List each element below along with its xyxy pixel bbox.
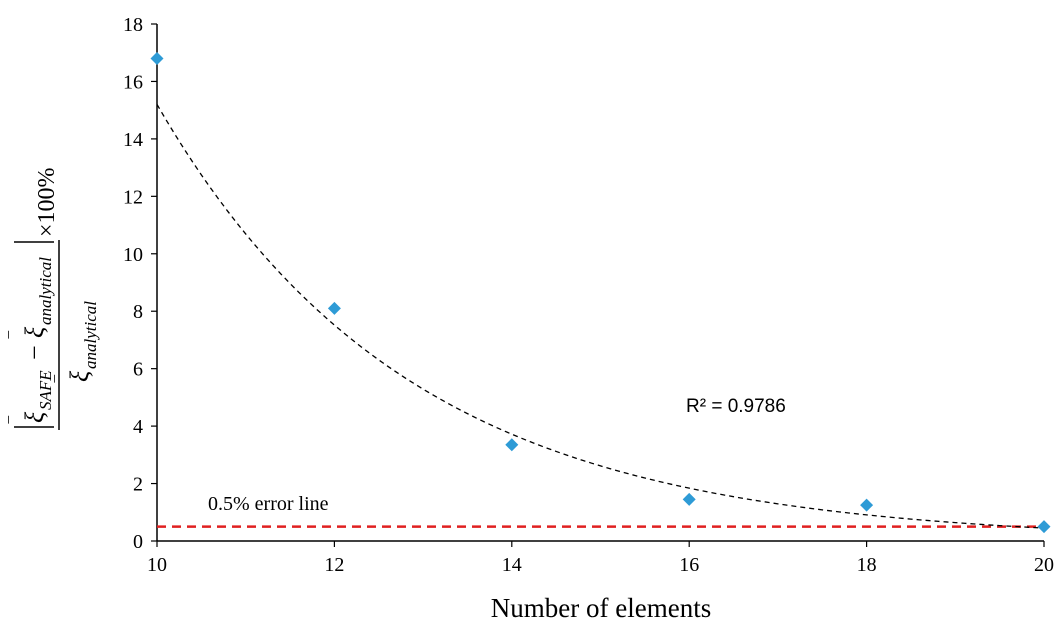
x-tick-labels: 10 12 14 16 18 20 [147,554,1054,576]
y-tick-label: 6 [133,359,143,381]
axes [151,23,1045,547]
data-point-diamond [150,51,164,65]
trendline [156,104,1045,529]
y-tick-label: 0 [133,531,143,553]
x-tick-label: 12 [324,554,344,576]
y-tick-label: 14 [123,129,143,151]
x-tick-label: 16 [679,554,699,576]
y-tick-label: 12 [123,186,143,208]
y-label-num-bar1: ‾ [7,415,29,424]
r-squared-label: R² = 0.9786 [686,396,786,417]
data-point-diamond [682,492,696,506]
x-tick-label: 18 [857,554,877,576]
x-tick-label: 10 [147,554,167,576]
y-label-num-sub1: SAFE [36,370,55,410]
data-points [150,51,1051,534]
y-label-den-sub: analytical [81,301,100,369]
trendline-layer [156,104,1045,529]
y-label-den-xi: ξ [65,370,94,382]
data-point-diamond [327,301,341,315]
y-label-factor: ×100% [34,167,60,237]
x-tick-label: 14 [502,554,522,576]
y-tick-label: 10 [123,244,143,266]
y-label-num-sub2: analytical [36,257,55,325]
y-label-den-bar: ‾ [53,374,75,383]
y-tick-label: 8 [133,301,143,323]
y-label-minus: − [20,345,49,360]
reference-line-label: 0.5% error line [208,493,329,515]
data-point-diamond [860,498,874,512]
y-tick-label: 16 [123,71,143,93]
x-tick-label: 20 [1034,554,1054,576]
y-tick-label: 18 [123,14,143,36]
y-tick-label: 4 [133,416,143,438]
x-axis-label: Number of elements [491,593,711,623]
y-label-num-xi1: ξ [20,411,49,423]
y-tick-label: 2 [133,474,143,496]
data-point-diamond [1037,520,1051,534]
data-point-diamond [505,438,519,452]
y-tick-labels: 0 2 4 6 8 10 12 14 16 18 [123,14,143,553]
y-label-num-bar2: ‾ [7,330,29,339]
y-label-num-xi2: ξ [20,326,49,338]
y-axis-label: ‾ ξ SAFE − ‾ ξ analytical ‾ ξ analytical… [7,167,100,430]
